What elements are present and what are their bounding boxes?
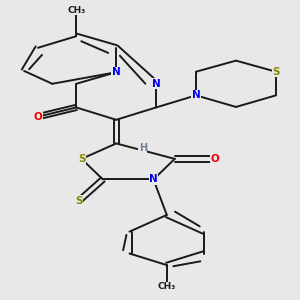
Text: N: N xyxy=(149,174,158,184)
Text: S: S xyxy=(272,67,280,77)
Text: S: S xyxy=(75,196,83,206)
Text: N: N xyxy=(192,90,200,100)
Text: N: N xyxy=(152,79,161,89)
Text: CH₃: CH₃ xyxy=(67,6,86,15)
Text: O: O xyxy=(210,154,219,164)
Text: S: S xyxy=(78,154,85,164)
Text: CH₃: CH₃ xyxy=(158,282,176,291)
Text: H: H xyxy=(139,142,147,153)
Text: O: O xyxy=(34,112,42,122)
Text: N: N xyxy=(112,67,121,77)
